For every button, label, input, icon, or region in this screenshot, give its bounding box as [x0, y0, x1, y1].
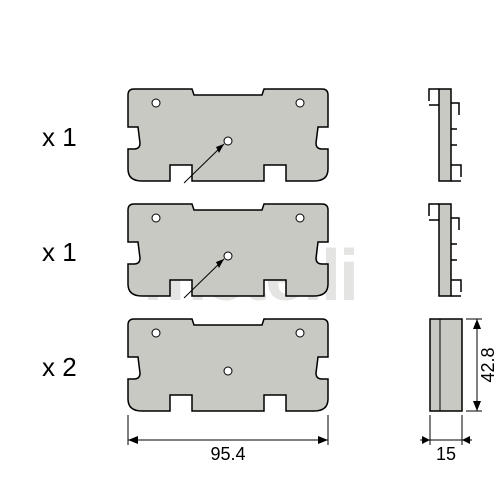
qty-label: x 1	[42, 122, 77, 152]
rivet-left	[152, 214, 160, 222]
clip-tab-top	[429, 89, 439, 105]
center-hole	[224, 367, 232, 375]
dim-height: 42.8	[466, 319, 498, 411]
center-hole	[224, 252, 232, 260]
dim-thickness: 15	[420, 415, 472, 464]
side-profile	[430, 319, 462, 411]
clip-tab-bottom	[451, 165, 461, 181]
qty-label: x 1	[42, 237, 77, 267]
clip-mid	[451, 129, 457, 145]
center-hole	[224, 137, 232, 145]
clip-tab-upper	[451, 103, 459, 115]
pad-row-3: x 2	[42, 319, 328, 411]
dim-width-value: 95.4	[210, 444, 245, 464]
clip-mid	[451, 244, 457, 260]
rivet-right	[296, 99, 304, 107]
rivet-left	[152, 329, 160, 337]
dim-width: 95.4	[128, 415, 328, 464]
technical-drawing: metelli x 1 x 1 x 2	[0, 0, 500, 500]
profile-body	[430, 319, 462, 411]
qty-label: x 2	[42, 352, 77, 382]
rivet-right	[296, 329, 304, 337]
dim-thickness-value: 15	[436, 444, 456, 464]
clip-body	[439, 89, 451, 181]
rivet-right	[296, 214, 304, 222]
clip-tab-top	[429, 204, 439, 220]
clip-view-2	[429, 204, 461, 296]
rivet-left	[152, 99, 160, 107]
dim-height-value: 42.8	[478, 347, 498, 382]
clip-body	[439, 204, 451, 296]
clip-tab-upper	[451, 218, 459, 230]
clip-tab-bottom	[451, 280, 461, 296]
clip-view-1	[429, 89, 461, 181]
pad-row-1: x 1	[42, 89, 328, 183]
